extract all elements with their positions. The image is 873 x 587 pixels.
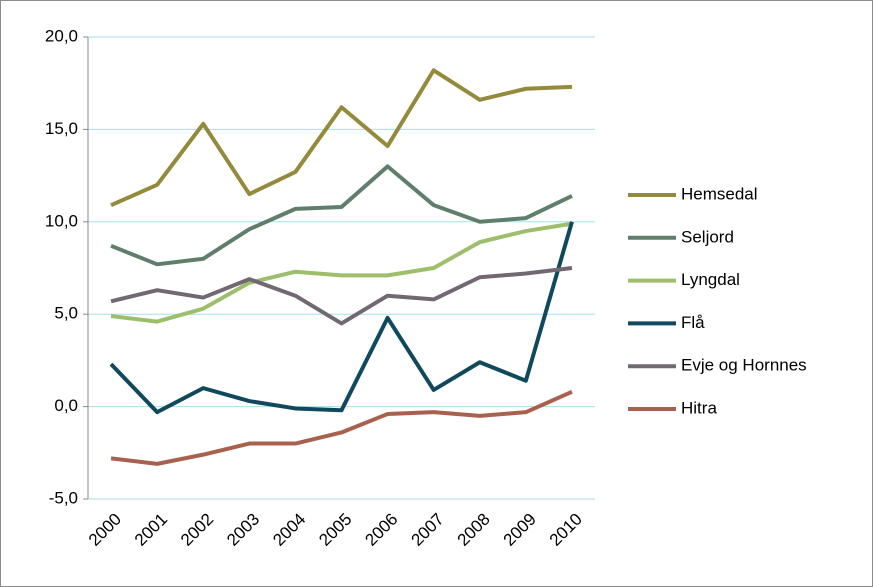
y-tick-label: 5,0 — [54, 304, 78, 323]
series-line — [110, 266, 573, 326]
legend-label: Evje og Hornnes — [681, 356, 807, 375]
y-tick-label: 20,0 — [45, 26, 78, 45]
y-tick-label: 15,0 — [45, 119, 78, 138]
legend-label: Hitra — [681, 398, 717, 417]
series-line — [109, 221, 574, 415]
y-tick-label: 0,0 — [54, 396, 78, 415]
y-tick-label: 10,0 — [45, 211, 78, 230]
legend-label: Seljord — [681, 227, 734, 246]
series-line — [110, 389, 573, 466]
series-line — [110, 221, 573, 324]
series-line — [110, 68, 573, 207]
legend-label: Hemsedal — [681, 184, 758, 203]
series-line — [110, 164, 573, 267]
y-tick-label: -5,0 — [49, 488, 78, 507]
legend-label: Flå — [681, 313, 705, 332]
legend-label: Lyngdal — [681, 270, 740, 289]
